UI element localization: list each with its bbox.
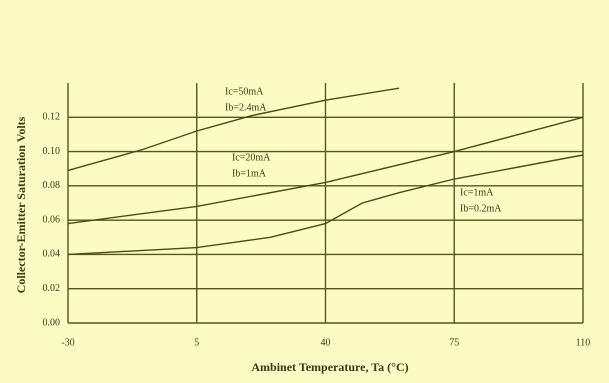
curve (67, 87, 400, 172)
x-tick-label: 40 (321, 337, 331, 348)
y-tick-label: 0.08 (43, 180, 61, 191)
y-axis-label: Collector-Emitter Saturation Volts (14, 116, 28, 293)
legend-label: Ic=50mA (225, 86, 264, 97)
x-tick-label: 5 (194, 337, 199, 348)
y-tick-label: 0.04 (43, 249, 61, 260)
x-axis-label: Ambinet Temperature, Ta (°C) (251, 360, 408, 374)
legend-label: Ib=1mA (232, 168, 267, 179)
x-tick-label: -30 (61, 337, 74, 348)
y-tick-label: 0.00 (43, 317, 61, 328)
curve (67, 154, 584, 256)
y-tick-label: 0.02 (43, 283, 61, 294)
x-tick-label: 110 (576, 337, 591, 348)
y-tick-label: 0.06 (43, 214, 61, 225)
legend-label: Ib=2.4mA (225, 102, 267, 113)
legend-label: Ib=0.2mA (460, 203, 502, 214)
y-tick-label: 0.10 (43, 146, 61, 157)
legend-label: Ic=20mA (232, 152, 271, 163)
y-tick-label: 0.12 (43, 112, 61, 123)
curve (67, 116, 584, 225)
legend-label: Ic=1mA (460, 187, 494, 198)
x-tick-label: 75 (449, 337, 459, 348)
